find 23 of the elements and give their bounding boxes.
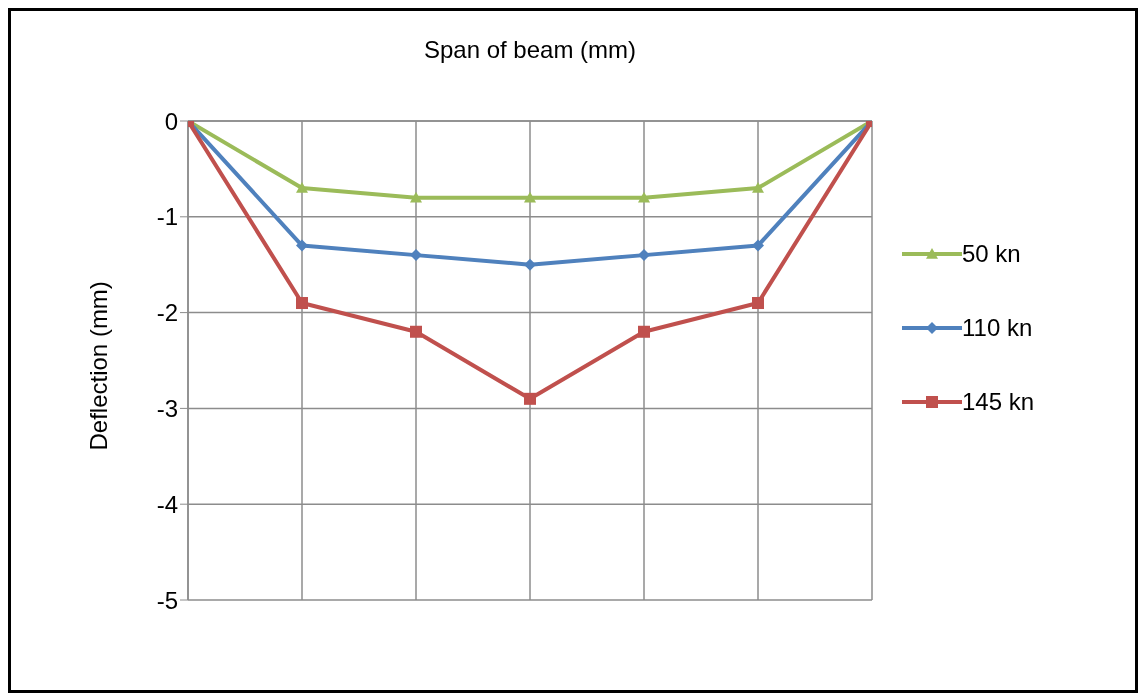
legend-label: 145 kn	[962, 387, 1035, 416]
y-tick-label: -4	[156, 490, 178, 518]
point	[638, 249, 650, 262]
y-tick-label: -5	[156, 586, 178, 614]
point	[296, 182, 308, 193]
y-tick-label: -2	[156, 299, 178, 327]
y-tick-label: -3	[156, 394, 178, 422]
point	[752, 239, 764, 252]
legend-label: 110 kn	[962, 313, 1033, 342]
legend-label: 50 kn	[962, 239, 1021, 268]
y-tick-label: -1	[156, 203, 178, 231]
point	[296, 297, 308, 310]
point	[524, 258, 536, 271]
y-axis-title: Deflection (mm)	[84, 281, 112, 451]
point	[752, 182, 764, 193]
point	[752, 297, 764, 310]
y-tick-label: 0	[164, 107, 178, 135]
point	[524, 392, 536, 405]
point	[296, 239, 308, 252]
point	[410, 249, 422, 262]
point	[410, 325, 422, 338]
point	[638, 325, 650, 338]
x-axis-title: Span of beam (mm)	[423, 36, 637, 64]
